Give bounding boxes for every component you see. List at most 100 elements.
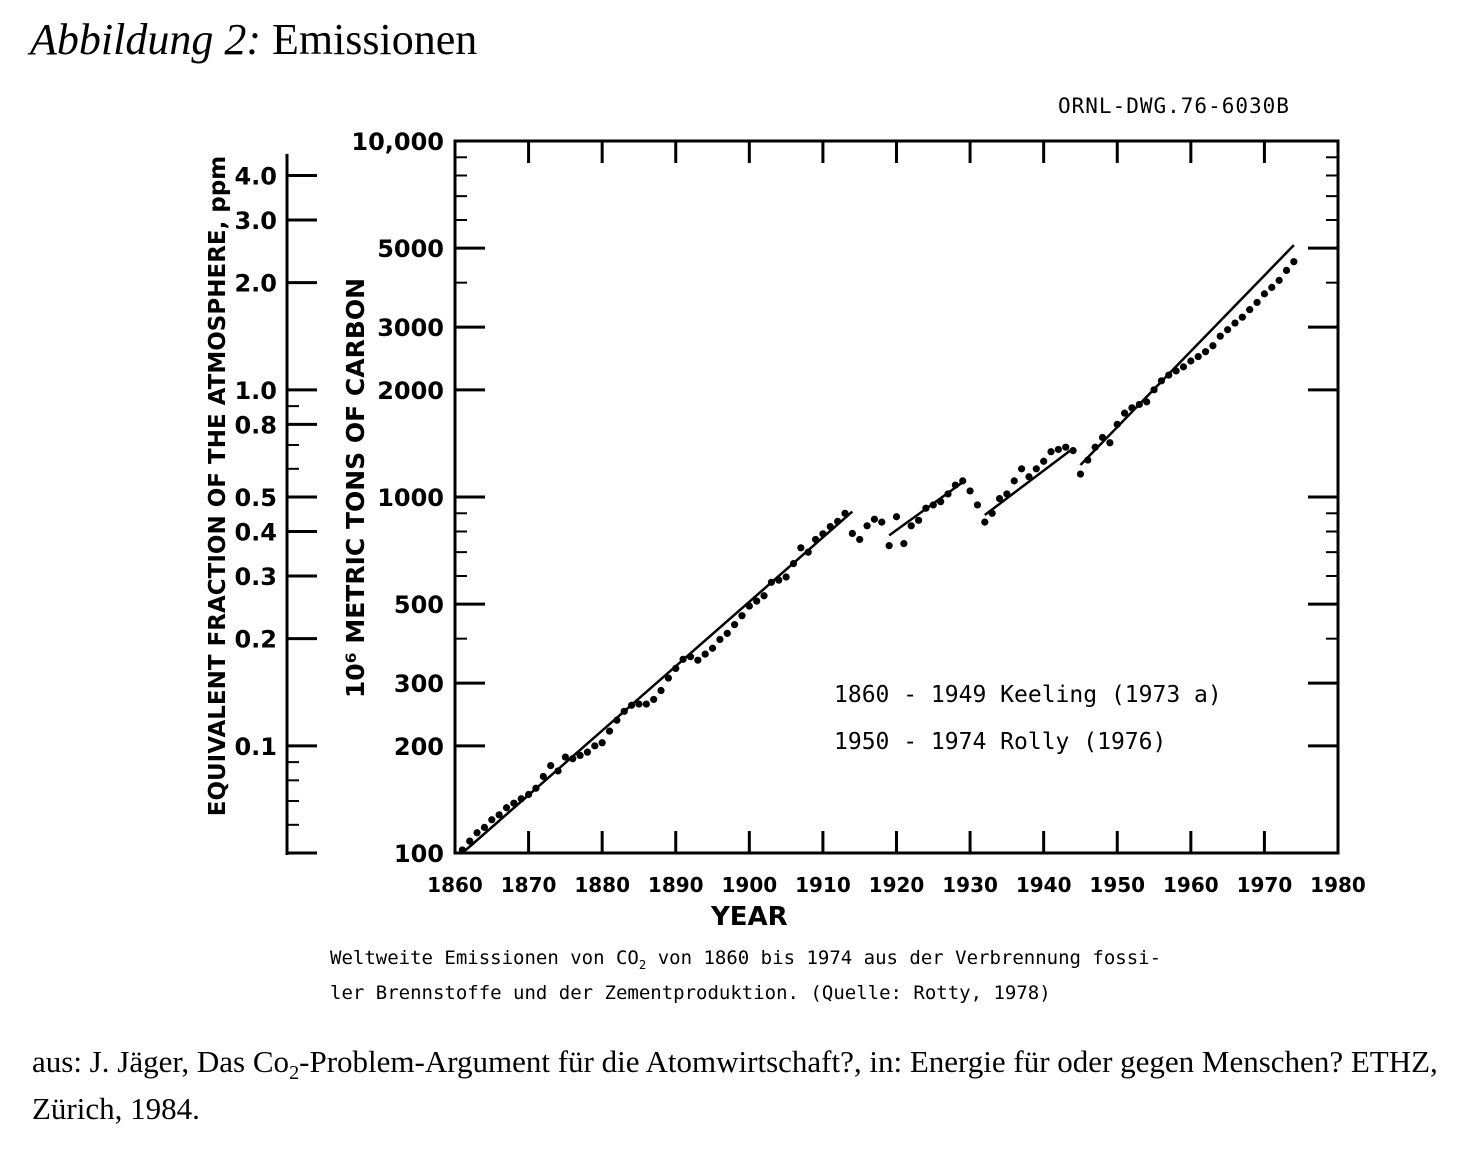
data-point-1862: [466, 837, 474, 845]
data-point-1915: [856, 535, 864, 544]
legend: 1860 - 1949 Keeling (1973 a) 1950 - 1974 …: [834, 682, 1222, 755]
figure-title: Emissionen: [271, 15, 478, 64]
data-point-1968: [1246, 306, 1254, 314]
data-point-1899: [738, 612, 746, 620]
data-point-1943: [1062, 443, 1070, 451]
data-point-1970: [1260, 290, 1269, 298]
data-point-1918: [878, 518, 886, 526]
secondary-tick-label-1.0: 1.0: [234, 377, 277, 405]
data-point-1962: [1201, 348, 1210, 356]
data-point-1905: [782, 573, 790, 581]
x-tick-label-1860: 1860: [427, 873, 483, 897]
y-tick-label-10,000: 10,000: [351, 128, 444, 156]
figure-heading: Abbildung 2: Emissionen: [30, 14, 477, 65]
figure-caption: Weltweite Emissionen von CO2 von 1860 bi…: [330, 944, 1161, 1007]
data-point-1954: [1143, 398, 1151, 406]
data-point-1863: [473, 829, 481, 837]
x-tick-label-1880: 1880: [574, 873, 630, 897]
data-point-1878: [583, 748, 592, 756]
data-point-1866: [495, 811, 503, 819]
data-point-1875: [561, 753, 569, 761]
secondary-tick-label-3.0: 3.0: [234, 207, 277, 235]
data-points: [458, 258, 1298, 854]
data-point-1971: [1268, 283, 1276, 291]
data-point-1920: [892, 513, 901, 521]
data-point-1932: [981, 518, 989, 526]
x-tick-label-1890: 1890: [648, 873, 704, 897]
trend-lines: [461, 244, 1295, 854]
caption-line-2: ler Brennstoffe und der Zementproduktion…: [330, 981, 1051, 1004]
data-point-1916: [863, 522, 871, 530]
data-point-1925: [929, 501, 937, 509]
x-axis-title: YEAR: [710, 902, 788, 932]
data-point-1893: [694, 656, 702, 664]
data-point-1974: [1290, 258, 1298, 266]
data-point-1931: [973, 501, 982, 509]
y-tick-label-100: 100: [394, 840, 444, 868]
drawing-number: ORNL-DWG.76-6030B: [1058, 94, 1290, 118]
source-reference: aus: J. Jäger, Das Co2-Problem-Argument …: [32, 1044, 1438, 1127]
data-point-1921: [900, 539, 908, 548]
data-point-1908: [804, 548, 812, 556]
data-point-1930: [966, 487, 974, 495]
secondary-tick-label-4.0: 4.0: [234, 162, 277, 190]
data-point-1880: [598, 739, 606, 747]
data-point-1892: [686, 653, 695, 661]
data-point-1891: [679, 655, 687, 663]
data-point-1907: [797, 544, 805, 552]
figure-number: Abbildung 2:: [30, 15, 261, 64]
x-tick-label-1900: 1900: [721, 873, 777, 897]
data-point-1889: [664, 674, 672, 682]
data-point-1934: [995, 494, 1004, 503]
y-tick-label-500: 500: [394, 591, 444, 619]
x-tick-label-1920: 1920: [869, 873, 925, 897]
y-tick-label-200: 200: [394, 733, 444, 761]
data-point-1945: [1076, 470, 1085, 478]
data-point-1865: [488, 816, 496, 824]
data-point-1963: [1209, 342, 1217, 350]
data-point-1961: [1194, 352, 1202, 361]
data-point-1876: [569, 755, 577, 763]
data-point-1873: [547, 761, 555, 770]
data-point-1901: [753, 597, 761, 605]
data-point-1864: [480, 823, 489, 832]
data-point-1929: [959, 477, 967, 485]
data-point-1923: [914, 516, 923, 524]
data-point-1881: [605, 727, 614, 735]
data-point-1973: [1282, 266, 1291, 275]
data-point-1967: [1238, 313, 1246, 321]
data-point-1960: [1187, 357, 1195, 365]
data-point-1879: [591, 742, 599, 750]
data-point-1950: [1113, 420, 1121, 428]
data-point-1966: [1231, 319, 1239, 327]
data-point-1924: [922, 504, 930, 512]
x-tick-label-1970: 1970: [1237, 873, 1293, 897]
data-point-1941: [1047, 448, 1055, 456]
x-tick-label-1940: 1940: [1016, 873, 1072, 897]
data-point-1947: [1091, 443, 1099, 451]
data-point-1886: [642, 700, 650, 708]
data-point-1900: [745, 602, 753, 610]
x-tick-label-1960: 1960: [1163, 873, 1219, 897]
data-point-1885: [635, 700, 643, 708]
data-point-1894: [701, 650, 709, 658]
data-point-1969: [1253, 298, 1261, 307]
data-point-1972: [1275, 276, 1283, 284]
data-point-1956: [1157, 377, 1165, 385]
data-point-1882: [613, 716, 621, 724]
data-point-1888: [657, 686, 665, 695]
legend-entry-2: 1950 - 1974 Rolly (1976): [834, 729, 1166, 755]
trend-line-4: [1079, 244, 1295, 466]
data-point-1940: [1040, 457, 1048, 465]
trend-line-3: [984, 447, 1074, 517]
data-point-1902: [760, 592, 768, 600]
data-point-1933: [988, 509, 996, 517]
data-point-1936: [1010, 477, 1018, 485]
y-tick-label-300: 300: [394, 670, 444, 698]
data-point-1861: [458, 846, 466, 854]
caption-line-1: Weltweite Emissionen von CO2 von 1860 bi…: [330, 947, 1162, 972]
data-point-1942: [1054, 445, 1062, 454]
data-point-1912: [834, 517, 842, 526]
data-point-1883: [620, 707, 628, 715]
